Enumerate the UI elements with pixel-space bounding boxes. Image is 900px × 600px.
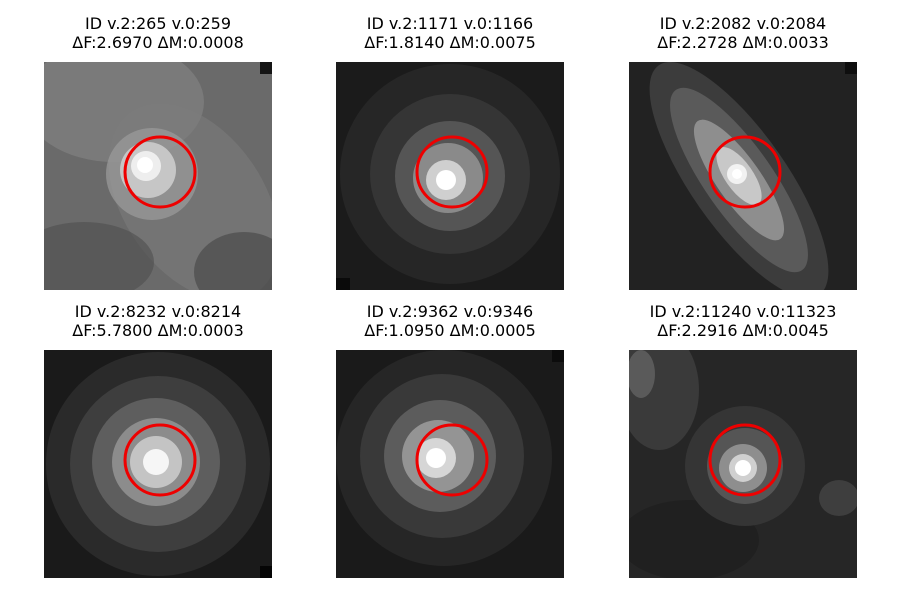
panel-id-line: ID v.2:11240 v.0:11323 bbox=[649, 302, 837, 321]
star-cutout-image bbox=[629, 350, 857, 578]
marker-circle bbox=[708, 135, 782, 209]
panel-id-line: ID v.2:9362 v.0:9346 bbox=[366, 302, 534, 321]
panel-id-line: ID v.2:1171 v.0:1166 bbox=[366, 14, 534, 33]
panel-delta-line: ΔF:2.6970 ΔM:0.0008 bbox=[72, 33, 244, 52]
marker-circle bbox=[415, 135, 489, 209]
marker-circle bbox=[123, 135, 197, 209]
panel-title: ID v.2:2082 v.0:2084 ΔF:2.2728 ΔM:0.0033 bbox=[589, 14, 897, 52]
panel-delta-line: ΔF:5.7800 ΔM:0.0003 bbox=[72, 321, 244, 340]
panel-title: ID v.2:265 v.0:259 ΔF:2.6970 ΔM:0.0008 bbox=[4, 14, 312, 52]
panel-delta-line: ΔF:2.2728 ΔM:0.0033 bbox=[657, 33, 829, 52]
panel-delta-line: ΔF:2.2916 ΔM:0.0045 bbox=[657, 321, 829, 340]
panel-delta-line: ΔF:1.0950 ΔM:0.0005 bbox=[364, 321, 536, 340]
star-cutout-image bbox=[629, 62, 857, 290]
marker-circle bbox=[708, 423, 782, 497]
panel-title: ID v.2:9362 v.0:9346 ΔF:1.0950 ΔM:0.0005 bbox=[296, 302, 604, 340]
star-cutout-image bbox=[44, 62, 272, 290]
panel-delta-line: ΔF:1.8140 ΔM:0.0075 bbox=[364, 33, 536, 52]
marker-circle bbox=[123, 423, 197, 497]
panel-id-line: ID v.2:2082 v.0:2084 bbox=[659, 14, 827, 33]
panel-title: ID v.2:11240 v.0:11323 ΔF:2.2916 ΔM:0.00… bbox=[589, 302, 897, 340]
panel-title: ID v.2:1171 v.0:1166 ΔF:1.8140 ΔM:0.0075 bbox=[296, 14, 604, 52]
panel-id-line: ID v.2:265 v.0:259 bbox=[84, 14, 232, 33]
panel-id-line: ID v.2:8232 v.0:8214 bbox=[74, 302, 242, 321]
star-cutout-image bbox=[336, 350, 564, 578]
star-cutout-image bbox=[336, 62, 564, 290]
marker-circle bbox=[415, 423, 489, 497]
panel-title: ID v.2:8232 v.0:8214 ΔF:5.7800 ΔM:0.0003 bbox=[4, 302, 312, 340]
star-cutout-image bbox=[44, 350, 272, 578]
